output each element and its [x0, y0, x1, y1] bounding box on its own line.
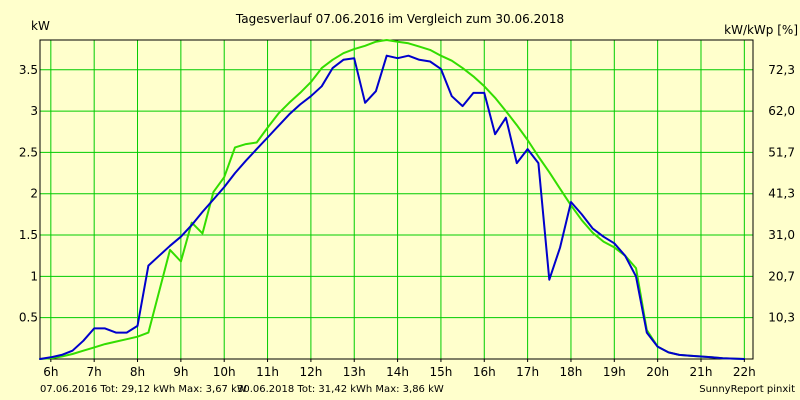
footer-series1: 07.06.2016 Tot: 29,12 kWh Max: 3,67 kW [40, 384, 247, 395]
chart-title: Tagesverlauf 07.06.2016 im Vergleich zum… [235, 12, 564, 26]
x-tick-label: 19h [603, 365, 626, 379]
y-axis-left-ticks: 0.5 1 1.5 2 2.5 3 3.5 [19, 63, 38, 325]
y-tick-label-right: 51,7 [768, 145, 795, 159]
x-tick-label: 17h [516, 365, 539, 379]
plot-frame [39, 39, 754, 360]
y-tick-label-left: 2.5 [19, 145, 38, 159]
x-tick-label: 18h [560, 365, 583, 379]
x-tick-label: 6h [43, 365, 58, 379]
y-axis-right-label: kW/kWp [%] [724, 23, 798, 37]
y-tick-label-left: 1 [30, 269, 38, 283]
y-axis-left-label: kW [31, 19, 50, 33]
y-tick-label-right: 31,0 [768, 228, 795, 242]
grid [40, 40, 753, 359]
footer-series2: 30.06.2018 Tot: 31,42 kWh Max: 3,86 kW [237, 384, 444, 395]
y-tick-label-right: 20,7 [768, 269, 795, 283]
y-tick-label-right: 62,0 [768, 104, 795, 118]
x-axis-ticks: 6h 7h 8h 9h 10h 11h 12h 13h 14h 15h 16h 17h 18h 19h 20… [43, 359, 756, 379]
x-tick-label: 9h [173, 365, 188, 379]
y-tick-label-left: 3.5 [19, 63, 38, 77]
x-tick-label: 21h [690, 365, 713, 379]
x-tick-label: 16h [473, 365, 496, 379]
y-tick-label-right: 10,3 [768, 311, 795, 325]
footer-credit: SunnyReport pinxit [699, 384, 795, 395]
x-tick-label: 14h [386, 365, 409, 379]
y-tick-label-left: 3 [30, 104, 38, 118]
x-tick-label: 8h [130, 365, 145, 379]
x-tick-label: 20h [646, 365, 669, 379]
series-line-1 [39, 54, 746, 360]
x-tick-label: 22h [733, 365, 756, 379]
y-tick-label-right: 72,3 [768, 63, 795, 77]
series-line-2 [39, 39, 746, 360]
y-tick-label-left: 0.5 [19, 311, 38, 325]
x-tick-label: 10h [213, 365, 236, 379]
y-tick-label-left: 1.5 [19, 228, 38, 242]
series-group [39, 39, 746, 360]
x-tick-label: 7h [87, 365, 102, 379]
x-tick-label: 12h [299, 365, 322, 379]
y-tick-label-left: 2 [30, 187, 38, 201]
y-tick-label-right: 41,3 [768, 187, 795, 201]
y-axis-right-ticks: 10,3 20,7 31,0 41,3 51,7 62,0 72,3 [768, 63, 795, 325]
x-tick-label: 13h [343, 365, 366, 379]
x-tick-label: 11h [256, 365, 279, 379]
x-tick-label: 15h [429, 365, 452, 379]
